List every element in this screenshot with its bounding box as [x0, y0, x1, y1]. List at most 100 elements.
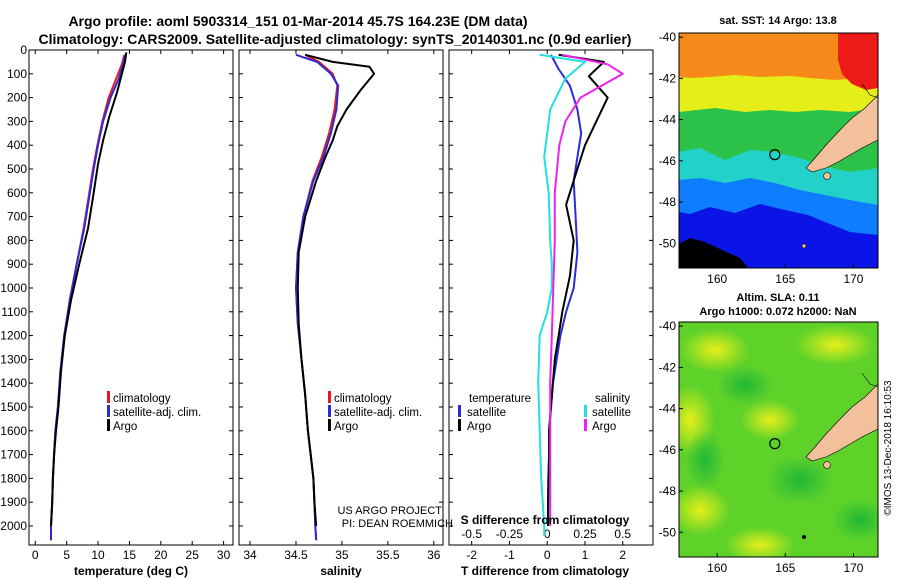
s-difference-tick-label: -0.25 — [496, 527, 524, 541]
x-tick-label: 35.5 — [376, 548, 400, 562]
x-tick-label: 30 — [217, 548, 231, 562]
salinity-profile-plot: 34 34.5 35 35.5 36 — [243, 50, 441, 562]
lat-tick-label: -48 — [659, 195, 677, 209]
sst-land-stewart-island — [823, 172, 831, 180]
sla-low-anomaly — [685, 430, 725, 490]
lon-tick-label: 165 — [775, 561, 795, 575]
sla-high-anomaly — [740, 400, 800, 440]
lat-tick-label: -48 — [659, 484, 677, 498]
sla-map-frame — [678, 321, 879, 558]
x-tick-label: 20 — [154, 548, 168, 562]
s-difference-tick-label: 0.25 — [573, 527, 597, 541]
lat-tick-label: -42 — [659, 71, 677, 85]
sst-land-islet — [801, 243, 807, 249]
sst-red-patch — [838, 33, 878, 90]
sla-map-axes: -40 -42 -44 -46 -48 -50 160 165 170 — [659, 319, 864, 575]
x-tick-label: 34 — [243, 548, 257, 562]
series-line-argo — [50, 52, 128, 527]
depth-tick-label: 1900 — [0, 495, 27, 509]
legend-title-salinity: salinity — [595, 393, 630, 405]
project-annotation: US ARGO PROJECT — [337, 505, 442, 517]
legend-swatch-s-satellite — [584, 405, 587, 417]
x-tick-label: -1 — [504, 548, 515, 562]
temperature-axis-label: temperature (deg C) — [74, 564, 188, 578]
difference-legend: temperature salinity satellite Argo sate… — [458, 393, 631, 433]
x-tick-label: 10 — [91, 548, 105, 562]
legend-swatch-satellite-adj — [107, 405, 110, 417]
legend-label-satellite-adj: satellite-adj. clim. — [334, 407, 422, 419]
legend-label-s-satellite: satellite — [592, 407, 631, 419]
x-tick-label: 0 — [544, 548, 551, 562]
series-line-satellite-adj-clim- — [295, 53, 340, 541]
depth-tick-label: 1400 — [0, 376, 27, 390]
sst-map-frame — [678, 32, 879, 269]
depth-tick-label: 0 — [20, 43, 27, 57]
legend-swatch-t-argo — [458, 419, 461, 431]
legend-swatch-satellite-adj — [328, 405, 331, 417]
legend-label-t-argo: Argo — [467, 421, 491, 433]
lon-tick-label: 170 — [843, 272, 863, 286]
s-difference-axis-label: S difference from climatology — [461, 513, 630, 527]
lat-tick-label: -44 — [659, 402, 677, 416]
legend-label-climatology: climatology — [113, 393, 171, 405]
sla-coastline — [861, 372, 878, 388]
sla-map — [679, 322, 878, 557]
legend-swatch-s-argo — [584, 419, 587, 431]
depth-tick-label: 200 — [7, 91, 27, 105]
series-line-climatology — [50, 54, 126, 541]
x-tick-label: 0 — [32, 548, 39, 562]
s-difference-tick-label: -0.5 — [461, 527, 482, 541]
sla-low-anomaly — [832, 498, 878, 542]
sst-map-axes: -40 -42 -44 -46 -48 -50 160 165 170 — [659, 30, 864, 286]
legend-swatch-argo — [328, 419, 331, 431]
legend-swatch-climatology — [107, 391, 110, 403]
sla-land-new-zealand — [805, 383, 878, 462]
salinity-legend: climatology satellite-adj. clim. Argo — [328, 391, 422, 433]
depth-tick-label: 1100 — [1, 305, 27, 319]
sla-high-anomaly — [795, 325, 875, 365]
lat-tick-label: -50 — [659, 525, 677, 539]
x-tick-label: 1 — [582, 548, 589, 562]
lat-tick-label: -46 — [659, 443, 677, 457]
depth-tick-label: 1800 — [0, 471, 27, 485]
sla-high-anomaly — [680, 328, 750, 372]
lat-tick-label: -40 — [659, 30, 677, 44]
depth-tick-label: 400 — [7, 138, 27, 152]
sla-low-anomaly — [765, 455, 835, 505]
sst-black-patch — [679, 238, 748, 268]
pi-annotation: PI: DEAN ROEMMICH — [342, 518, 453, 530]
sst-map-title: sat. SST: 14 Argo: 13.8 — [719, 15, 837, 27]
legend-title-temperature: temperature — [469, 393, 531, 405]
legend-swatch-argo — [107, 419, 110, 431]
x-tick-label: 25 — [186, 548, 200, 562]
sla-map-title: Altim. SLA: 0.11 — [736, 292, 819, 304]
series-line-temperature-argo — [547, 53, 609, 527]
series-line-argo — [296, 53, 376, 527]
series-line-salinity-argo — [549, 53, 624, 526]
x-tick-label: 36 — [427, 548, 441, 562]
depth-tick-label: 900 — [7, 257, 27, 271]
x-tick-label: 15 — [123, 548, 137, 562]
x-tick-label: 35 — [335, 548, 349, 562]
depth-tick-label: 1200 — [0, 329, 27, 343]
lon-tick-label: 160 — [707, 272, 727, 286]
lon-tick-label: 165 — [775, 272, 795, 286]
sst-land-new-zealand — [805, 94, 878, 173]
sla-land-islet — [802, 535, 806, 539]
title-line-2: Climatology: CARS2009. Satellite-adjuste… — [39, 31, 632, 47]
depth-tick-label: 100 — [7, 67, 27, 81]
x-tick-label: 2 — [619, 548, 626, 562]
legend-label-climatology: climatology — [334, 393, 392, 405]
series-line-climatology — [295, 53, 339, 541]
s-difference-tick-label: 0.5 — [614, 527, 631, 541]
depth-tick-label: 1300 — [0, 352, 27, 366]
series-line-salinity-satellite — [537, 53, 586, 536]
lat-tick-label: -42 — [659, 360, 677, 374]
depth-tick-label: 1600 — [0, 424, 27, 438]
series-line-satellite-adj-clim- — [50, 54, 126, 541]
depth-tick-label: 300 — [7, 114, 27, 128]
depth-tick-label: 1000 — [0, 281, 27, 295]
x-tick-label: -2 — [466, 548, 477, 562]
depth-tick-label: 1500 — [0, 400, 27, 414]
